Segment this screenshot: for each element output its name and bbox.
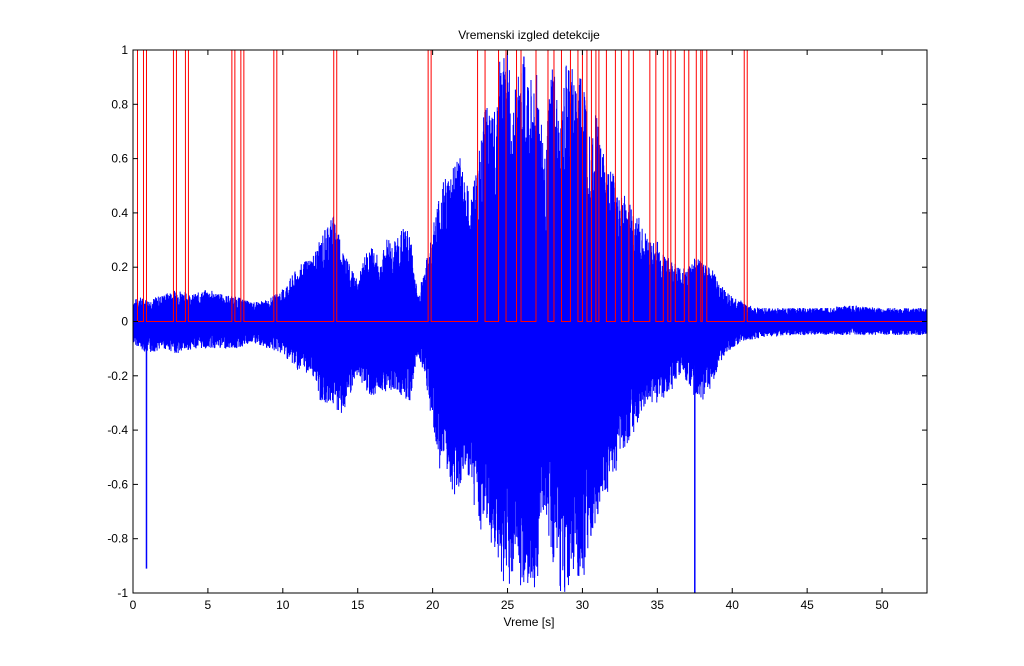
y-tick-label: -0.4 [107, 423, 128, 437]
y-tick-label: 0.4 [111, 206, 128, 220]
x-tick-label: 30 [576, 598, 590, 612]
series-layer [133, 50, 927, 593]
y-tick-label: -1 [117, 586, 128, 600]
x-tick-label: 35 [651, 598, 665, 612]
x-tick-label: 45 [800, 598, 814, 612]
y-tick-label: 0.2 [111, 260, 128, 274]
y-tick-label: 1 [121, 43, 128, 57]
x-tick-label: 25 [501, 598, 515, 612]
plot-area: 0 5 10 15 20 25 30 35 40 45 50 -1-0.8-0.6-0.4-0.20… [107, 43, 928, 612]
y-tick-label: -0.2 [107, 369, 128, 383]
y-tick-label: 0.8 [111, 97, 128, 111]
x-tick-label: 50 [875, 598, 889, 612]
x-tick-label: 0 [130, 598, 137, 612]
y-tick-label: 0 [121, 315, 128, 329]
x-tick-label: 40 [726, 598, 740, 612]
x-axis-label: Vreme [s] [504, 615, 555, 629]
x-tick-label: 10 [276, 598, 290, 612]
y-tick-label: -0.6 [107, 477, 128, 491]
x-tick-label: 20 [426, 598, 440, 612]
x-tick-label: 5 [205, 598, 212, 612]
y-tick-label: -0.8 [107, 532, 128, 546]
y-tick-label: 0.6 [111, 152, 128, 166]
chart-title: Vremenski izgled detekcije [458, 28, 600, 42]
x-tick-label: 15 [351, 598, 365, 612]
series-waveform [133, 52, 927, 592]
y-axis: -1 -0.8 -0.6 -0.4 -0.2 0 0.2 0.4 0.6 0.8 1 [107, 43, 927, 600]
x-axis: 0 5 10 15 20 25 30 35 40 45 50 [130, 50, 889, 612]
